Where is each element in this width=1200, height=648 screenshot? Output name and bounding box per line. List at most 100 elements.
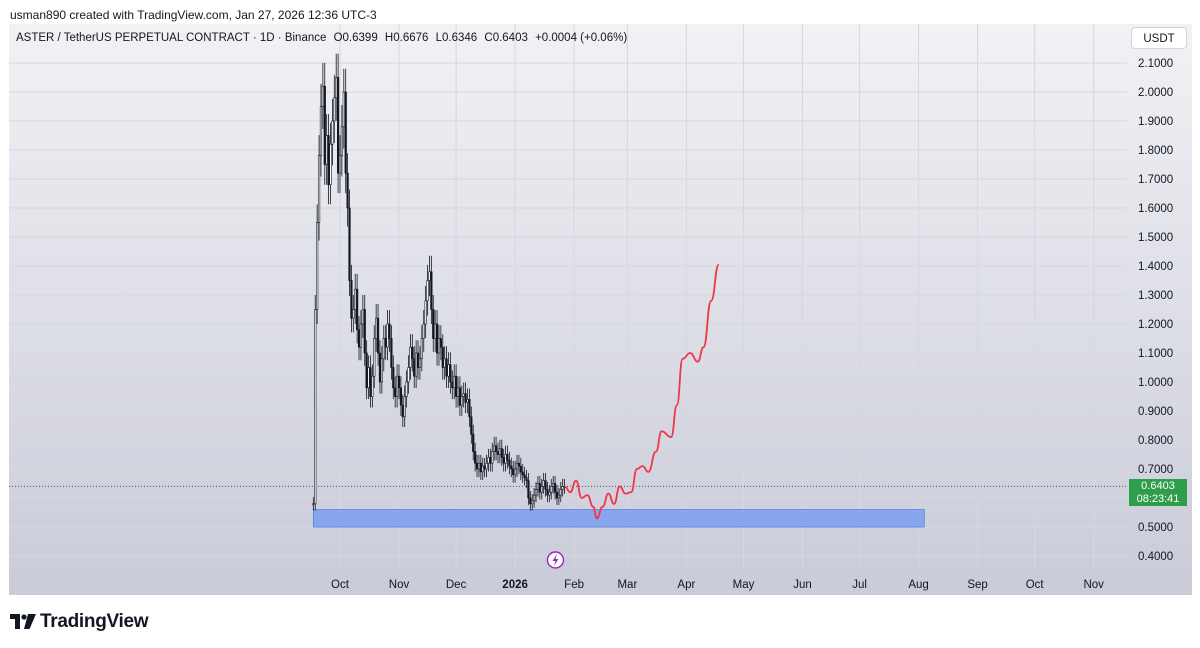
candle[interactable] <box>464 393 467 403</box>
candle[interactable] <box>542 480 545 487</box>
candle[interactable] <box>447 364 450 377</box>
candle[interactable] <box>434 323 437 339</box>
candle[interactable] <box>342 91 345 128</box>
candle[interactable] <box>392 367 395 389</box>
candle[interactable] <box>432 309 435 339</box>
candle[interactable] <box>399 387 403 406</box>
candle[interactable] <box>321 85 324 107</box>
candle[interactable] <box>559 488 562 496</box>
projection-line[interactable] <box>564 263 720 520</box>
candle[interactable] <box>367 367 370 389</box>
candle[interactable] <box>336 77 340 174</box>
candle[interactable] <box>411 346 414 360</box>
candle[interactable] <box>435 323 439 354</box>
candle[interactable] <box>502 457 505 464</box>
candle[interactable] <box>470 416 473 435</box>
candle[interactable] <box>443 358 446 368</box>
candle[interactable] <box>437 338 441 354</box>
candle[interactable] <box>487 457 490 464</box>
candle[interactable] <box>409 346 412 368</box>
candle[interactable] <box>340 126 344 157</box>
candle[interactable] <box>491 451 494 464</box>
tradingview-logo[interactable]: TradingView <box>10 611 149 633</box>
candle[interactable] <box>475 462 479 470</box>
candle[interactable] <box>386 323 389 348</box>
candle[interactable] <box>348 207 351 281</box>
candle[interactable] <box>350 280 353 319</box>
candle[interactable] <box>376 317 380 354</box>
candle[interactable] <box>462 393 465 397</box>
candle[interactable] <box>314 309 317 505</box>
candle[interactable] <box>424 300 427 325</box>
candle[interactable] <box>506 454 509 461</box>
candle[interactable] <box>422 323 425 339</box>
candle[interactable] <box>481 465 484 473</box>
candle[interactable] <box>335 77 338 99</box>
candle[interactable] <box>561 486 564 490</box>
candle[interactable] <box>483 465 486 470</box>
event-marker[interactable] <box>546 551 565 569</box>
candle[interactable] <box>496 451 500 455</box>
candle[interactable] <box>468 399 471 418</box>
candle[interactable] <box>544 480 547 490</box>
candle[interactable] <box>354 288 357 310</box>
candle[interactable] <box>523 474 526 478</box>
candle[interactable] <box>356 288 359 331</box>
candle[interactable] <box>553 483 557 493</box>
candle[interactable] <box>317 155 321 223</box>
time-axis[interactable]: Oct Nov Dec 2026 Feb Mar Apr May Jun Jul Aug Sep Oct… <box>331 579 1104 591</box>
candle[interactable] <box>384 338 387 348</box>
candle[interactable] <box>403 396 406 418</box>
candle[interactable] <box>312 503 315 506</box>
candle[interactable] <box>466 399 469 403</box>
candle[interactable] <box>504 454 507 464</box>
candle[interactable] <box>451 381 454 389</box>
candle[interactable] <box>331 120 334 145</box>
candle[interactable] <box>327 135 330 186</box>
candle[interactable] <box>513 468 517 476</box>
candle[interactable] <box>529 497 532 505</box>
candle[interactable] <box>500 448 503 458</box>
candle[interactable] <box>415 352 418 377</box>
candle[interactable] <box>418 358 422 368</box>
candle[interactable] <box>405 381 408 397</box>
candle[interactable] <box>363 309 366 354</box>
candle[interactable] <box>552 483 555 487</box>
candle[interactable] <box>550 486 553 493</box>
support-zone[interactable] <box>312 509 925 528</box>
chart-frame[interactable]: 0.40000.50000.60000.70000.80000.90001.00… <box>9 24 1192 595</box>
candle[interactable] <box>458 387 462 406</box>
candle[interactable] <box>485 462 488 470</box>
candle[interactable] <box>456 387 460 397</box>
candle[interactable] <box>329 143 332 186</box>
candle[interactable] <box>536 483 540 490</box>
candle[interactable] <box>420 338 423 360</box>
candle[interactable] <box>378 352 382 383</box>
candle[interactable] <box>346 172 349 209</box>
symbol-legend[interactable]: ASTER / TetherUS PERPETUAL CONTRACT · 1D… <box>16 32 631 44</box>
candle[interactable] <box>557 494 560 499</box>
candle[interactable] <box>397 375 401 389</box>
candle[interactable] <box>540 486 543 493</box>
candle[interactable] <box>498 448 501 455</box>
candle[interactable] <box>517 462 521 467</box>
candle[interactable] <box>394 387 397 397</box>
candle[interactable] <box>428 271 431 281</box>
candle[interactable] <box>445 358 448 377</box>
candle[interactable] <box>401 404 404 418</box>
candle[interactable] <box>489 457 492 464</box>
candle[interactable] <box>521 471 524 476</box>
candle[interactable] <box>512 468 515 476</box>
price-chart[interactable]: 0.40000.50000.60000.70000.80000.90001.00… <box>9 24 1192 595</box>
candle[interactable] <box>395 375 399 397</box>
candle[interactable] <box>388 323 391 339</box>
candle[interactable] <box>533 494 536 502</box>
candle[interactable] <box>479 462 482 473</box>
support-zone-rect[interactable] <box>312 509 925 528</box>
candle[interactable] <box>460 396 463 406</box>
candle[interactable] <box>453 375 456 389</box>
projection-path[interactable] <box>564 263 720 520</box>
candles[interactable] <box>312 53 566 511</box>
candle[interactable] <box>472 433 475 452</box>
candle[interactable] <box>413 358 416 377</box>
